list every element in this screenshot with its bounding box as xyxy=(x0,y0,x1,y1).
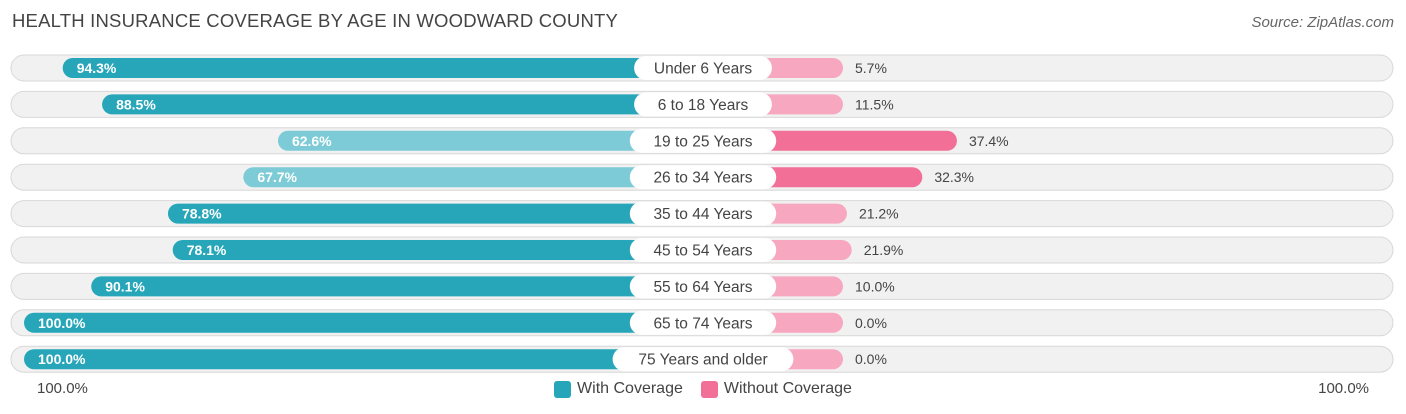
category-pill xyxy=(629,165,777,190)
source-label: Source: ZipAtlas.com xyxy=(1251,14,1394,31)
category-pill xyxy=(629,310,777,335)
legend-label-with-coverage: With Coverage xyxy=(577,380,683,397)
value-label-with-coverage: 94.3% xyxy=(77,60,117,76)
category-pill xyxy=(629,201,777,226)
category-pill xyxy=(634,56,772,80)
category-pill xyxy=(634,92,772,117)
value-label-without-coverage: 32.3% xyxy=(934,169,974,185)
value-label-without-coverage: 11.5% xyxy=(855,96,894,112)
bar-with-coverage xyxy=(91,276,703,297)
category-label: 35 to 44 Years xyxy=(653,206,752,223)
axis-right-label: 100.0% xyxy=(1318,380,1369,397)
category-label: 6 to 18 Years xyxy=(658,97,749,114)
value-label-with-coverage: 90.1% xyxy=(105,278,145,294)
category-label: 19 to 25 Years xyxy=(653,133,752,150)
value-label-with-coverage: 88.5% xyxy=(116,96,156,112)
value-label-with-coverage: 67.7% xyxy=(257,169,297,185)
category-pill xyxy=(629,238,777,262)
category-label: 75 Years and older xyxy=(638,352,767,369)
without-coverage-swatch xyxy=(700,380,718,398)
with-coverage-swatch xyxy=(554,380,572,398)
bar-with-coverage xyxy=(62,58,703,78)
legend-item-without-coverage: Without Coverage xyxy=(700,380,852,398)
value-label-with-coverage: 62.6% xyxy=(292,133,332,149)
chart-title: HEALTH INSURANCE COVERAGE BY AGE IN WOOD… xyxy=(12,10,619,31)
legend-label-without-coverage: Without Coverage xyxy=(723,380,852,397)
legend: With Coverage Without Coverage xyxy=(0,380,1406,398)
category-pill xyxy=(629,128,777,153)
value-label-without-coverage: 21.2% xyxy=(859,206,899,222)
bar-with-coverage xyxy=(243,167,703,188)
value-label-without-coverage: 21.9% xyxy=(864,242,904,258)
value-label-without-coverage: 37.4% xyxy=(969,133,1009,149)
category-label: 26 to 34 Years xyxy=(653,170,752,187)
value-label-with-coverage: 78.1% xyxy=(187,242,227,258)
category-label: Under 6 Years xyxy=(654,61,752,78)
value-label-without-coverage: 10.0% xyxy=(855,278,895,294)
bar-with-coverage xyxy=(277,130,703,151)
category-label: 55 to 64 Years xyxy=(653,279,752,296)
value-label-with-coverage: 78.8% xyxy=(182,206,222,222)
value-label-without-coverage: 0.0% xyxy=(855,315,887,331)
bar-with-coverage xyxy=(172,240,704,260)
category-label: 45 to 54 Years xyxy=(653,243,752,260)
bar-with-coverage xyxy=(167,203,703,224)
axis-left-label: 100.0% xyxy=(37,380,88,397)
value-label-with-coverage: 100.0% xyxy=(38,315,86,331)
bar-with-coverage xyxy=(24,349,703,370)
bar-with-coverage xyxy=(102,94,703,115)
category-pill xyxy=(629,274,777,299)
value-label-with-coverage: 100.0% xyxy=(38,351,86,367)
category-label: 65 to 74 Years xyxy=(653,315,752,332)
value-label-without-coverage: 0.0% xyxy=(855,351,887,367)
legend-item-with-coverage: With Coverage xyxy=(554,380,683,398)
category-pill xyxy=(612,347,794,372)
value-label-without-coverage: 5.7% xyxy=(855,60,887,76)
bar-with-coverage xyxy=(24,312,703,333)
